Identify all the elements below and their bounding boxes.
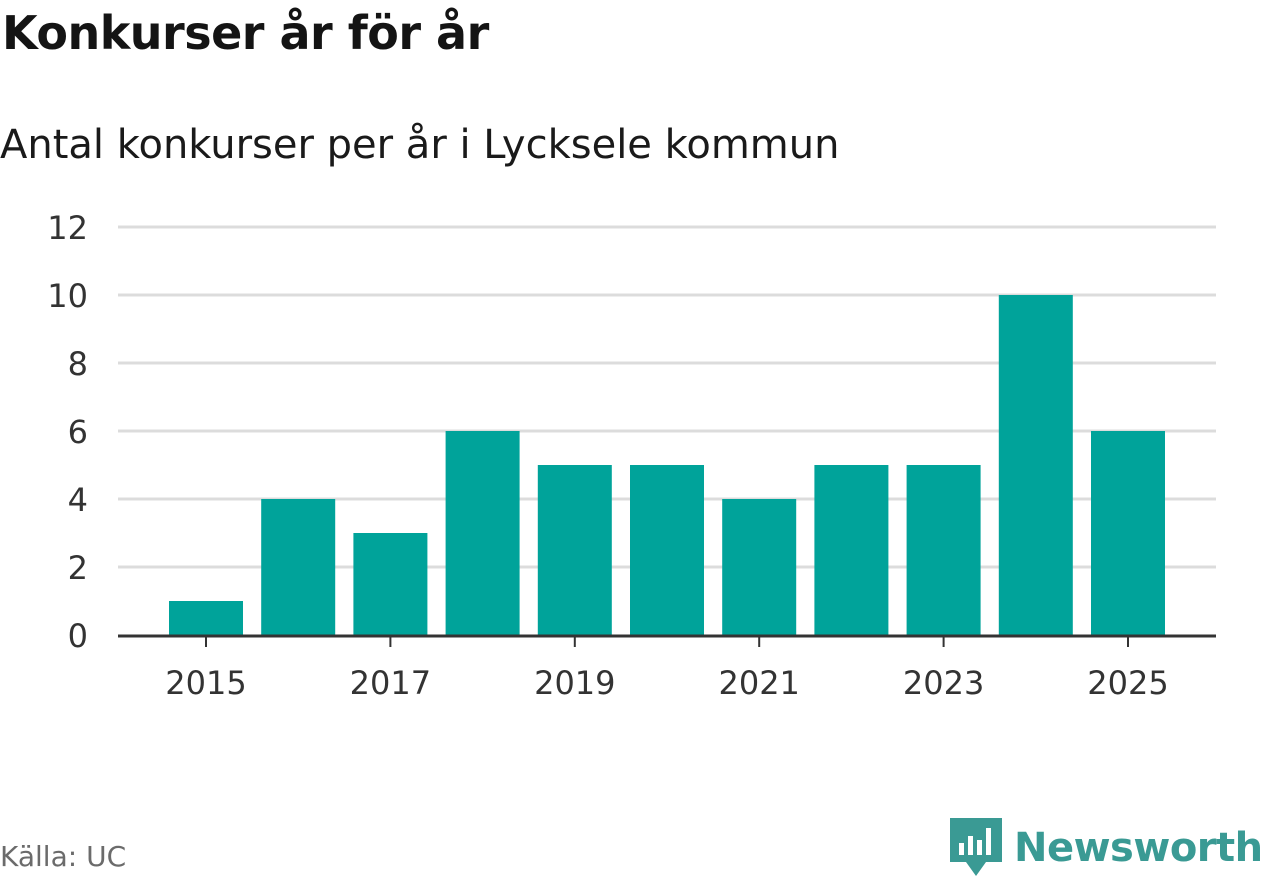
bar-2015 bbox=[169, 601, 243, 635]
bar-2017 bbox=[353, 533, 428, 635]
bar-2022 bbox=[814, 465, 889, 635]
bar-2016 bbox=[261, 499, 336, 635]
axes: 0 2 4 6 8 10 12 2015 2017 2019 2021 2023 2025 bbox=[47, 209, 1216, 702]
brand-name: Newsworthy bbox=[1014, 825, 1262, 871]
y-tick-label: 10 bbox=[47, 277, 88, 315]
x-tick-label: 2015 bbox=[165, 664, 246, 702]
x-tick-label: 2021 bbox=[718, 664, 799, 702]
y-tick-label: 4 bbox=[68, 481, 88, 519]
bar-chart: 0 2 4 6 8 10 12 2015 2017 2019 2021 2023 2025 bbox=[47, 209, 1216, 702]
x-tick-label: 2025 bbox=[1087, 664, 1168, 702]
bar-2021 bbox=[722, 499, 797, 635]
x-tick-label: 2019 bbox=[534, 664, 615, 702]
bar-2020 bbox=[630, 465, 704, 635]
y-tick-label: 8 bbox=[68, 345, 88, 383]
x-tick-label: 2017 bbox=[350, 664, 431, 702]
y-tick-label: 6 bbox=[68, 413, 88, 451]
y-tick-label: 12 bbox=[47, 209, 88, 247]
bar-2024 bbox=[998, 295, 1073, 635]
bars bbox=[169, 295, 1165, 635]
bar-2023 bbox=[906, 465, 981, 635]
y-tick-label: 0 bbox=[68, 617, 88, 655]
chart-title: Konkurser år för år bbox=[2, 6, 489, 60]
source-note: Källa: UC bbox=[0, 840, 127, 873]
x-tick-label: 2023 bbox=[903, 664, 984, 702]
newsworthy-logo: Newsworthy bbox=[950, 818, 1262, 878]
newsworthy-chart-icon bbox=[950, 818, 1002, 876]
bar-2019 bbox=[537, 465, 612, 635]
bar-2018 bbox=[445, 431, 520, 635]
bar-2025 bbox=[1091, 431, 1165, 635]
y-tick-label: 2 bbox=[68, 549, 88, 587]
chart-subtitle: Antal konkurser per år i Lycksele kommun bbox=[0, 122, 840, 168]
